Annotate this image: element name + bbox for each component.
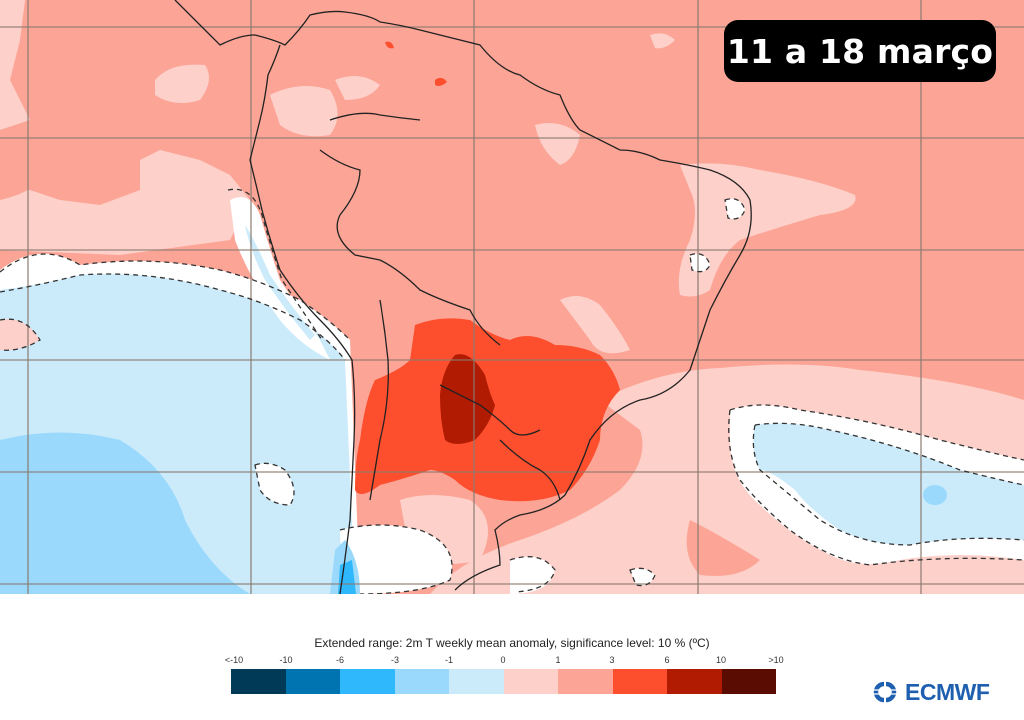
legend-tick: 6: [664, 655, 670, 665]
legend-title: Extended range: 2m T weekly mean anomaly…: [314, 636, 710, 650]
colorbar-swatch: [503, 669, 558, 694]
ecmwf-logo: ECMWF: [868, 678, 990, 705]
anomaly-negative-regions: [0, 197, 1024, 594]
significance-contours: [0, 188, 1024, 594]
colorbar-swatch: [558, 669, 613, 694]
ecmwf-logo-icon: [871, 681, 899, 703]
legend-tick: -3: [390, 655, 400, 665]
ecmwf-logo-text: ECMWF: [905, 678, 990, 705]
colorbar-swatch: [612, 669, 667, 694]
legend-tick: -10: [279, 655, 293, 665]
colorbar-swatch: [340, 669, 395, 694]
map-canvas: [0, 0, 1024, 594]
colorbar-swatch: [449, 669, 504, 694]
colorbar-swatch: [667, 669, 722, 694]
date-range-badge: 11 a 18 março: [724, 20, 996, 82]
legend-tick: 1: [555, 655, 561, 665]
legend-tick: -1: [444, 655, 454, 665]
coastlines: [174, 0, 752, 594]
legend-tick: 3: [609, 655, 615, 665]
legend-tick: -6: [335, 655, 345, 665]
legend-tick: 0: [500, 655, 506, 665]
legend-tick: >10: [768, 655, 784, 665]
legend-tick: <-10: [224, 655, 244, 665]
colorbar-swatch: [721, 669, 776, 694]
colorbar-swatch: [231, 669, 286, 694]
legend-colorbar: [231, 669, 776, 694]
colorbar-swatch: [394, 669, 449, 694]
anomaly-map: 11 a 18 março: [0, 0, 1024, 594]
colorbar-swatch: [285, 669, 340, 694]
legend-tick: 10: [715, 655, 727, 665]
